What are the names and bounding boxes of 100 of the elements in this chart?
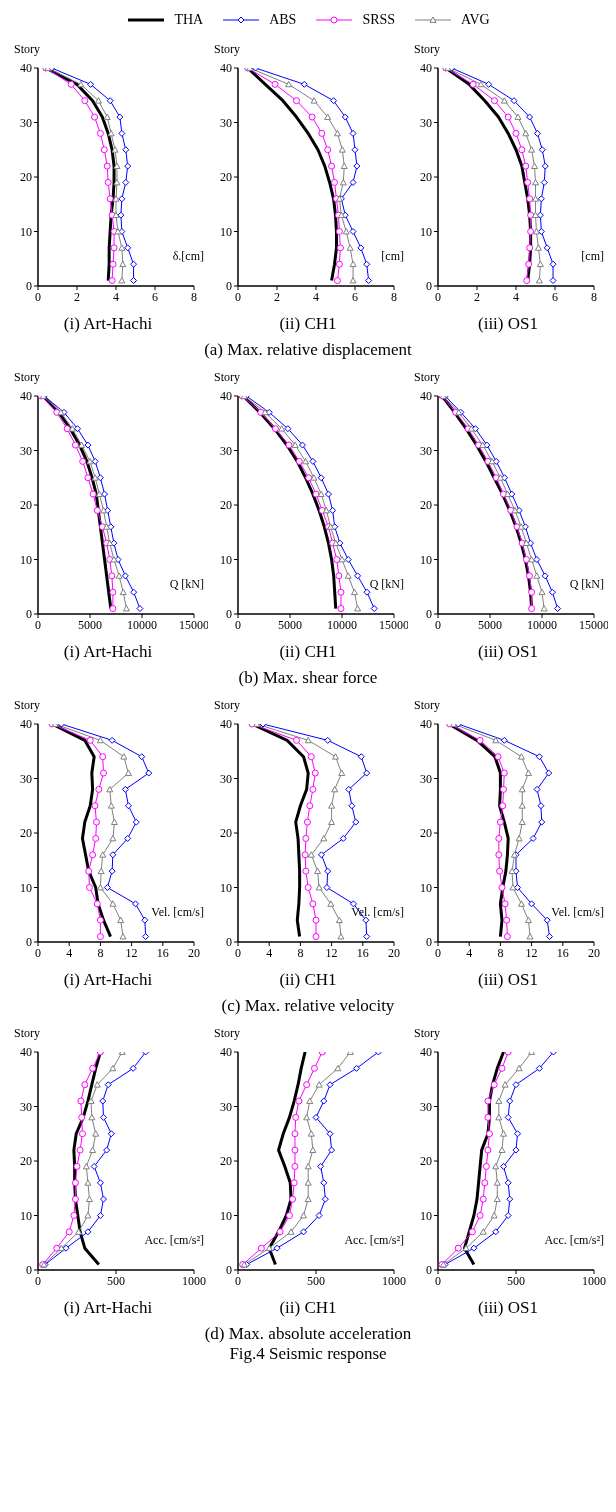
y-tick-label: 40 bbox=[220, 61, 232, 76]
x-tick-label: 4 bbox=[113, 289, 119, 304]
y-tick-label: 20 bbox=[220, 1154, 232, 1169]
y-tick-label: 10 bbox=[420, 880, 432, 895]
legend-label: ABS bbox=[269, 12, 297, 28]
y-tick-label: 0 bbox=[226, 607, 232, 622]
y-axis-title: Story bbox=[14, 1026, 41, 1041]
x-tick-label: 8 bbox=[391, 289, 397, 304]
y-tick-label: 30 bbox=[220, 443, 232, 458]
y-tick-label: 10 bbox=[20, 224, 32, 239]
y-tick-label: 40 bbox=[20, 389, 32, 404]
text: (iii) OS1 bbox=[477, 642, 539, 662]
y-tick-label: 20 bbox=[420, 826, 432, 841]
y-tick-label: 10 bbox=[20, 1208, 32, 1223]
x-axis-title: Vel. [cm/s] bbox=[351, 905, 404, 920]
y-axis-title: Story bbox=[14, 42, 41, 57]
text: (c) Max. relative velocity bbox=[220, 996, 396, 1016]
x-tick-label: 4 bbox=[313, 289, 319, 304]
text: (iii) OS1 bbox=[477, 1298, 539, 1318]
y-axis-title: Story bbox=[214, 370, 241, 385]
legend-label: THA bbox=[174, 12, 204, 28]
y-tick-label: 30 bbox=[220, 771, 232, 786]
y-tick-label: 10 bbox=[220, 1208, 232, 1223]
text: (ii) CH1 bbox=[278, 970, 338, 990]
x-tick-label: 20 bbox=[388, 945, 400, 960]
y-tick-label: 40 bbox=[20, 1045, 32, 1060]
y-tick-label: 40 bbox=[220, 717, 232, 732]
y-tick-label: 30 bbox=[420, 115, 432, 130]
y-tick-label: 40 bbox=[20, 61, 32, 76]
y-tick-label: 40 bbox=[220, 389, 232, 404]
x-axis-title: Q [kN] bbox=[169, 577, 204, 592]
x-tick-label: 500 bbox=[307, 1273, 325, 1288]
y-tick-label: 20 bbox=[420, 1154, 432, 1169]
caption: Fig.4 Seismic response bbox=[228, 1344, 388, 1364]
y-tick-label: 0 bbox=[26, 279, 32, 294]
y-tick-label: 40 bbox=[220, 1045, 232, 1060]
x-tick-label: 2 bbox=[74, 289, 80, 304]
x-tick-label: 1000 bbox=[382, 1273, 406, 1288]
y-tick-label: 20 bbox=[220, 498, 232, 513]
legend-label: AVG bbox=[461, 12, 490, 28]
x-tick-label: 2 bbox=[274, 289, 280, 304]
x-tick-label: 4 bbox=[466, 945, 473, 960]
text: (i) Art-Hachi bbox=[62, 314, 154, 334]
y-tick-label: 30 bbox=[420, 771, 432, 786]
x-tick-label: 12 bbox=[525, 945, 538, 960]
x-axis-title: Acc. [cm/s²] bbox=[344, 1233, 404, 1248]
y-tick-label: 0 bbox=[26, 935, 32, 950]
x-tick-label: 500 bbox=[107, 1273, 125, 1288]
x-axis-title: Acc. [cm/s²] bbox=[144, 1233, 204, 1248]
y-axis-title: Story bbox=[214, 698, 241, 713]
x-axis-title: Acc. [cm/s²] bbox=[544, 1233, 604, 1248]
y-tick-label: 0 bbox=[426, 607, 432, 622]
y-tick-label: 30 bbox=[420, 1099, 432, 1114]
x-tick-label: 500 bbox=[507, 1273, 525, 1288]
y-tick-label: 20 bbox=[420, 170, 432, 185]
y-tick-label: 20 bbox=[20, 170, 32, 185]
y-axis-title: Story bbox=[414, 370, 441, 385]
x-tick-label: 15000 bbox=[379, 617, 409, 632]
y-tick-label: 20 bbox=[420, 498, 432, 513]
x-axis-title: [cm] bbox=[381, 249, 404, 264]
y-tick-label: 10 bbox=[420, 552, 432, 567]
x-tick-label: 12 bbox=[125, 945, 138, 960]
x-tick-label: 15000 bbox=[579, 617, 609, 632]
x-tick-label: 5000 bbox=[78, 617, 102, 632]
y-axis-title: Story bbox=[414, 42, 441, 57]
y-tick-label: 0 bbox=[226, 1263, 232, 1278]
y-tick-label: 30 bbox=[220, 1099, 232, 1114]
y-tick-label: 0 bbox=[26, 607, 32, 622]
x-tick-label: 20 bbox=[188, 945, 200, 960]
x-tick-label: 4 bbox=[266, 945, 273, 960]
y-tick-label: 0 bbox=[26, 1263, 32, 1278]
y-axis-title: Story bbox=[14, 698, 41, 713]
text: (a) Max. relative displacement bbox=[203, 340, 413, 360]
y-tick-label: 30 bbox=[220, 115, 232, 130]
x-axis-title: δ.[cm] bbox=[172, 249, 204, 264]
y-tick-label: 40 bbox=[20, 717, 32, 732]
y-tick-label: 20 bbox=[20, 826, 32, 841]
y-tick-label: 20 bbox=[220, 170, 232, 185]
y-tick-label: 0 bbox=[426, 1263, 432, 1278]
y-tick-label: 30 bbox=[20, 771, 32, 786]
y-tick-label: 10 bbox=[20, 880, 32, 895]
x-axis-title: Vel. [cm/s] bbox=[151, 905, 204, 920]
y-tick-label: 40 bbox=[420, 1045, 432, 1060]
y-tick-label: 10 bbox=[420, 1208, 432, 1223]
text: (ii) CH1 bbox=[278, 314, 338, 334]
x-tick-label: 6 bbox=[352, 289, 358, 304]
y-tick-label: 0 bbox=[226, 935, 232, 950]
x-tick-label: 5000 bbox=[478, 617, 502, 632]
text: (b) Max. shear force bbox=[237, 668, 379, 688]
y-tick-label: 10 bbox=[420, 224, 432, 239]
x-tick-label: 8 bbox=[591, 289, 597, 304]
x-tick-label: 12 bbox=[325, 945, 338, 960]
y-tick-label: 20 bbox=[20, 498, 32, 513]
y-tick-label: 30 bbox=[20, 1099, 32, 1114]
x-tick-label: 6 bbox=[152, 289, 158, 304]
y-tick-label: 10 bbox=[20, 552, 32, 567]
x-axis-title: Q [kN] bbox=[569, 577, 604, 592]
x-tick-label: 4 bbox=[513, 289, 519, 304]
y-tick-label: 10 bbox=[220, 552, 232, 567]
x-axis-title: Vel. [cm/s] bbox=[551, 905, 604, 920]
